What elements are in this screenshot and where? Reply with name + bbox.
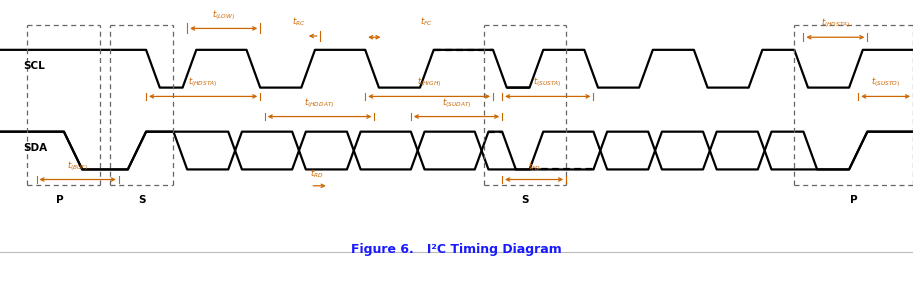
Text: $t_{(HDSTA)}$: $t_{(HDSTA)}$ xyxy=(821,17,850,30)
Text: $t_{(LOW)}$: $t_{(LOW)}$ xyxy=(212,8,236,21)
Text: P: P xyxy=(56,195,63,205)
Text: $t_{FD}$: $t_{FD}$ xyxy=(528,160,540,173)
Text: $t_{FC}$: $t_{FC}$ xyxy=(420,16,433,28)
Text: $t_{(HIGH)}$: $t_{(HIGH)}$ xyxy=(417,76,441,89)
Text: $t_{(HDSTA)}$: $t_{(HDSTA)}$ xyxy=(188,76,218,89)
Text: $t_{RC}$: $t_{RC}$ xyxy=(292,16,306,28)
Text: $t_{(SUSTA)}$: $t_{(SUSTA)}$ xyxy=(533,76,562,89)
Text: P: P xyxy=(850,195,857,205)
Text: $t_{(BUF)}$: $t_{(BUF)}$ xyxy=(67,159,89,173)
Text: 低功耗温度芯片TMP100调试记录: 低功耗温度芯片TMP100调试记录 xyxy=(11,273,173,288)
Text: $t_{(SUDAT)}$: $t_{(SUDAT)}$ xyxy=(442,96,471,110)
Text: SDA: SDA xyxy=(23,143,47,153)
Text: $t_{(SUSTO)}$: $t_{(SUSTO)}$ xyxy=(871,76,900,89)
Text: SCL: SCL xyxy=(23,61,45,71)
Text: Figure 6.   I²C Timing Diagram: Figure 6. I²C Timing Diagram xyxy=(352,243,561,256)
Text: $t_{RD}$: $t_{RD}$ xyxy=(310,167,324,180)
Text: S: S xyxy=(521,195,529,205)
Text: $t_{(HDDAT)}$: $t_{(HDDAT)}$ xyxy=(304,96,335,110)
Text: S: S xyxy=(138,195,145,205)
